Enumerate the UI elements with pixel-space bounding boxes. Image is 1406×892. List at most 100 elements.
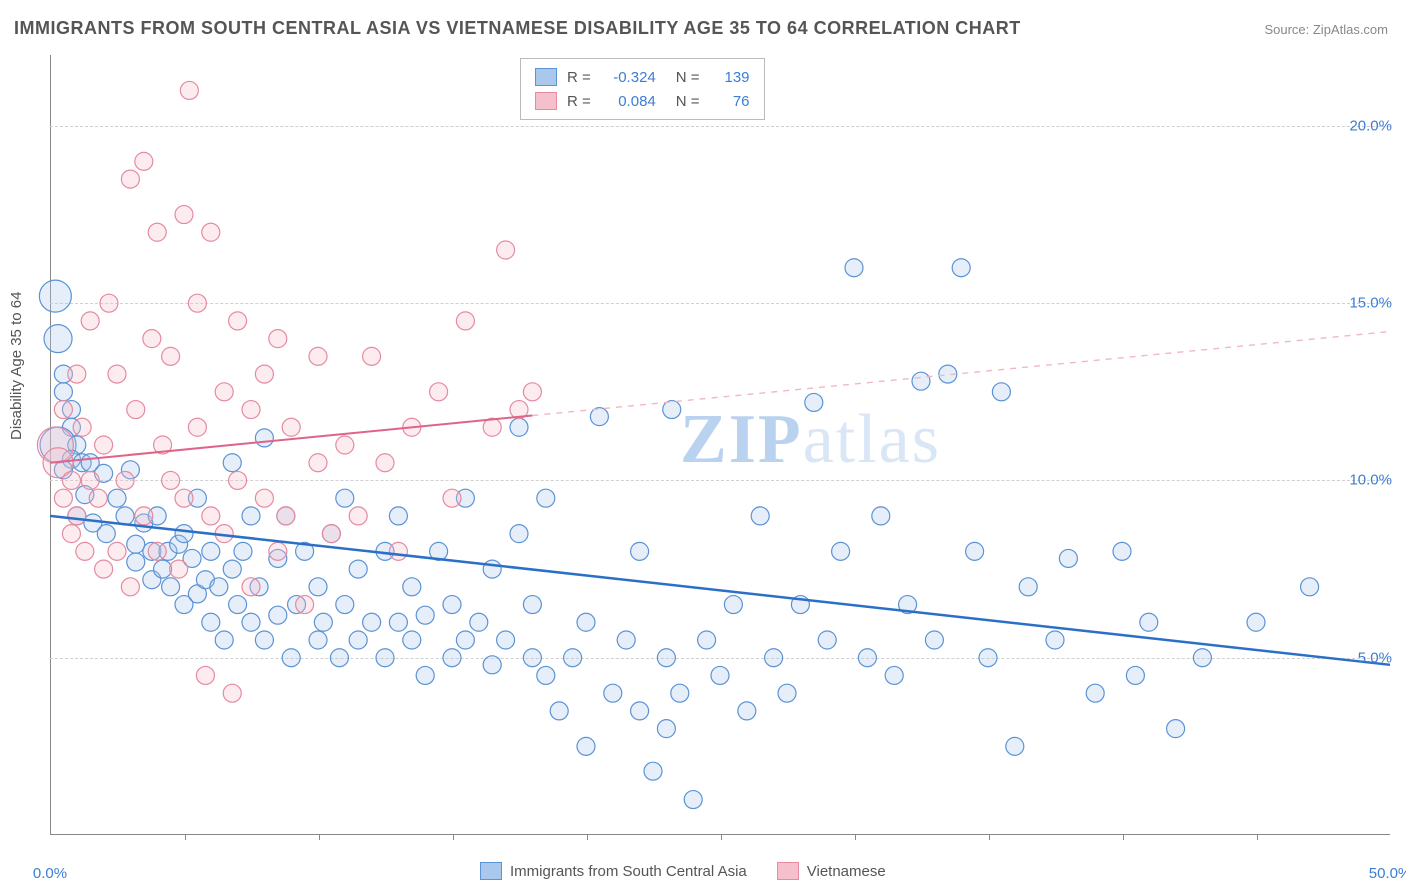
data-point	[100, 294, 118, 312]
ytick-label: 20.0%	[1349, 117, 1392, 134]
data-point	[1113, 542, 1131, 560]
data-point	[698, 631, 716, 649]
source-link[interactable]: ZipAtlas.com	[1313, 22, 1388, 37]
data-point	[537, 489, 555, 507]
data-point	[430, 383, 448, 401]
data-point	[62, 525, 80, 543]
data-point	[966, 542, 984, 560]
data-point	[631, 702, 649, 720]
legend-item: Immigrants from South Central Asia	[480, 862, 747, 880]
legend-n-label: N =	[676, 69, 700, 86]
legend-n-label: N =	[676, 93, 700, 110]
xtick-label: 0.0%	[33, 865, 67, 882]
data-point	[363, 613, 381, 631]
data-point	[497, 631, 515, 649]
data-point	[54, 489, 72, 507]
data-point	[108, 365, 126, 383]
data-point	[1019, 578, 1037, 596]
source-attribution: Source: ZipAtlas.com	[1264, 22, 1388, 37]
data-point	[54, 383, 72, 401]
data-point	[952, 259, 970, 277]
data-point	[148, 542, 166, 560]
data-point	[778, 684, 796, 702]
data-point	[76, 542, 94, 560]
data-point	[127, 535, 145, 553]
data-point	[577, 613, 595, 631]
data-point	[577, 737, 595, 755]
data-point	[765, 649, 783, 667]
data-point	[858, 649, 876, 667]
legend-row: R =-0.324N =139	[535, 65, 750, 89]
data-point	[416, 666, 434, 684]
data-point	[979, 649, 997, 667]
legend-r-value: -0.324	[601, 69, 656, 86]
data-point	[135, 152, 153, 170]
data-point	[845, 259, 863, 277]
data-point	[832, 542, 850, 560]
data-point	[1126, 666, 1144, 684]
data-point	[523, 596, 541, 614]
data-point	[175, 206, 193, 224]
data-point	[255, 365, 273, 383]
data-point	[631, 542, 649, 560]
data-point	[255, 631, 273, 649]
data-point	[443, 649, 461, 667]
legend-swatch	[480, 862, 502, 880]
data-point	[162, 578, 180, 596]
data-point	[550, 702, 568, 720]
data-point	[148, 223, 166, 241]
chart-title: IMMIGRANTS FROM SOUTH CENTRAL ASIA VS VI…	[14, 18, 1021, 39]
data-point	[336, 596, 354, 614]
data-point	[336, 436, 354, 454]
data-point	[255, 429, 273, 447]
legend-swatch	[535, 68, 557, 86]
data-point	[54, 401, 72, 419]
data-point	[336, 489, 354, 507]
legend-r-label: R =	[567, 93, 591, 110]
data-point	[925, 631, 943, 649]
data-point	[456, 312, 474, 330]
data-point	[389, 542, 407, 560]
data-point	[657, 649, 675, 667]
data-point	[403, 578, 421, 596]
data-point	[116, 471, 134, 489]
legend-correlation: R =-0.324N =139R =0.084N =76	[520, 58, 765, 120]
data-point	[81, 471, 99, 489]
ytick-label: 5.0%	[1358, 649, 1392, 666]
data-point	[242, 401, 260, 419]
data-point	[885, 666, 903, 684]
data-point	[657, 720, 675, 738]
data-point	[537, 666, 555, 684]
data-point	[684, 791, 702, 809]
data-point	[202, 507, 220, 525]
data-point	[255, 489, 273, 507]
data-point	[242, 613, 260, 631]
data-point	[62, 471, 80, 489]
data-point	[269, 542, 287, 560]
data-point	[1046, 631, 1064, 649]
data-point	[269, 606, 287, 624]
data-point	[1167, 720, 1185, 738]
data-point	[229, 471, 247, 489]
data-point	[68, 507, 86, 525]
data-point	[564, 649, 582, 667]
data-point	[322, 525, 340, 543]
data-point	[443, 596, 461, 614]
y-axis-label: Disability Age 35 to 64	[8, 292, 25, 440]
legend-swatch	[777, 862, 799, 880]
data-point	[992, 383, 1010, 401]
data-point	[523, 649, 541, 667]
data-point	[604, 684, 622, 702]
data-point	[497, 241, 515, 259]
data-point	[510, 418, 528, 436]
data-point	[403, 631, 421, 649]
ytick-label: 10.0%	[1349, 472, 1392, 489]
data-point	[872, 507, 890, 525]
data-point	[143, 330, 161, 348]
data-point	[175, 489, 193, 507]
data-point	[751, 507, 769, 525]
data-point	[1140, 613, 1158, 631]
data-point	[196, 666, 214, 684]
data-point	[170, 560, 188, 578]
data-point	[314, 613, 332, 631]
